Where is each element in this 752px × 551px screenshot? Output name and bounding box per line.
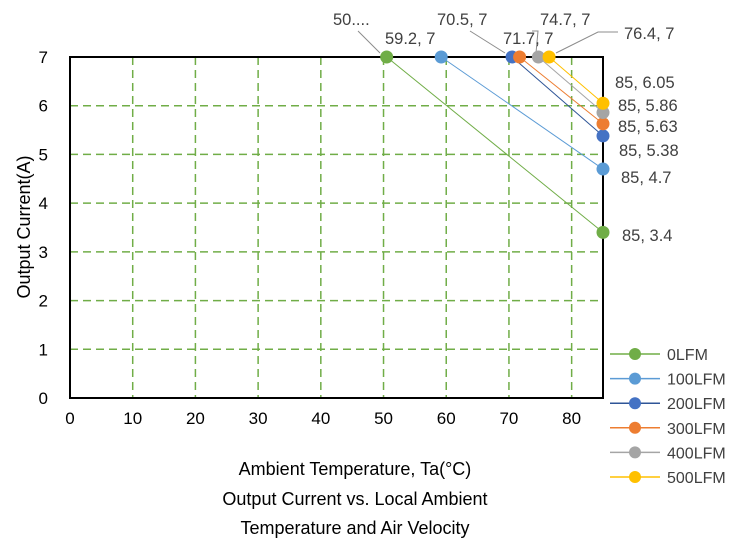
- legend: 0LFM 100LFM 200LFM 300LFM 400LFM 500LFM: [610, 347, 726, 487]
- data-point-500LFM: [596, 96, 610, 110]
- data-label: 59.2, 7: [385, 30, 435, 48]
- legend-label-200LFM: 200LFM: [667, 396, 726, 413]
- y-tick-label: 2: [39, 292, 48, 311]
- leader-line: [555, 31, 618, 54]
- legend-marker-300LFM: [629, 421, 641, 434]
- x-tick-label: 0: [65, 409, 74, 428]
- x-tick-label: 60: [437, 409, 456, 428]
- x-axis-title: Ambient Temperature, Ta(°C): [239, 459, 472, 479]
- data-point-500LFM: [542, 50, 556, 64]
- data-point-100LFM: [596, 162, 610, 176]
- y-tick-label: 0: [39, 389, 48, 408]
- legend-marker-400LFM: [629, 446, 641, 459]
- data-point-300LFM: [513, 50, 527, 64]
- label-leader-lines: [357, 30, 618, 54]
- legend-label-500LFM: 500LFM: [667, 470, 726, 487]
- plot-area-border: [69, 56, 604, 399]
- data-point-400LFM: [596, 106, 610, 120]
- y-axis-title: Output Current(A): [14, 155, 34, 298]
- chart-title-line-2: Temperature and Air Velocity: [240, 518, 469, 538]
- data-label: 71.7, 7: [503, 30, 553, 48]
- leader-line: [532, 30, 539, 54]
- series-points: [380, 50, 610, 239]
- x-tick-label: 10: [123, 409, 142, 428]
- legend-label-400LFM: 400LFM: [667, 445, 726, 462]
- legend-label-100LFM: 100LFM: [667, 372, 726, 389]
- data-label: 74.7, 7: [540, 11, 590, 29]
- series-line-300LFM: [519, 56, 604, 125]
- x-tick-label: 50: [374, 409, 393, 428]
- series-lines: [386, 56, 604, 233]
- x-tick-label: 70: [499, 409, 518, 428]
- legend-marker-500LFM: [629, 471, 641, 483]
- x-tick-label: 20: [186, 409, 205, 428]
- data-point-400LFM: [531, 50, 545, 64]
- legend-marker-0LFM: [629, 348, 641, 360]
- y-tick-label: 6: [39, 97, 48, 116]
- x-tick-label: 40: [311, 409, 330, 428]
- y-tick-label: 4: [39, 194, 48, 213]
- data-labels: 50.... 85, 3.4 59.2, 7 85, 4.7 70.5, 7 85, 5.…: [333, 11, 679, 245]
- x-tick-labels: 0 10 20 30 40 50 60 70 80: [65, 409, 581, 428]
- chart-title-line-1: Output Current vs. Local Ambient: [222, 489, 487, 509]
- data-label: 85, 4.7: [621, 169, 671, 187]
- data-point-100LFM: [434, 50, 448, 64]
- data-label: 85, 6.05: [615, 74, 675, 92]
- series-line-500LFM: [548, 56, 604, 104]
- data-label: 85, 3.4: [622, 227, 672, 245]
- series-line-0LFM: [386, 56, 604, 233]
- x-tick-label: 80: [562, 409, 581, 428]
- x-tick-label: 30: [249, 409, 268, 428]
- data-label: 85, 5.86: [618, 97, 678, 115]
- data-label: 85, 5.38: [619, 142, 679, 160]
- data-label: 76.4, 7: [624, 25, 674, 43]
- data-label: 50....: [333, 11, 370, 29]
- leader-line: [469, 30, 506, 54]
- y-tick-label: 5: [39, 145, 48, 164]
- data-point-0LFM: [380, 50, 394, 64]
- data-point-300LFM: [596, 117, 610, 131]
- legend-marker-200LFM: [629, 397, 641, 410]
- y-tick-label: 1: [39, 340, 48, 359]
- series-line-400LFM: [538, 56, 604, 113]
- y-tick-labels: 0 1 2 3 4 5 6 7: [39, 48, 48, 408]
- legend-marker-100LFM: [629, 372, 641, 385]
- data-point-0LFM: [596, 225, 610, 239]
- y-tick-label: 3: [39, 243, 48, 262]
- data-point-200LFM: [596, 129, 610, 143]
- series-line-200LFM: [511, 56, 604, 137]
- gridlines: [70, 57, 603, 398]
- y-tick-label: 7: [39, 48, 48, 67]
- legend-label-0LFM: 0LFM: [667, 347, 708, 364]
- leader-line: [357, 30, 381, 54]
- data-label: 85, 5.63: [618, 118, 678, 136]
- data-label: 70.5, 7: [437, 11, 487, 29]
- legend-label-300LFM: 300LFM: [667, 421, 726, 438]
- series-line-100LFM: [440, 56, 604, 170]
